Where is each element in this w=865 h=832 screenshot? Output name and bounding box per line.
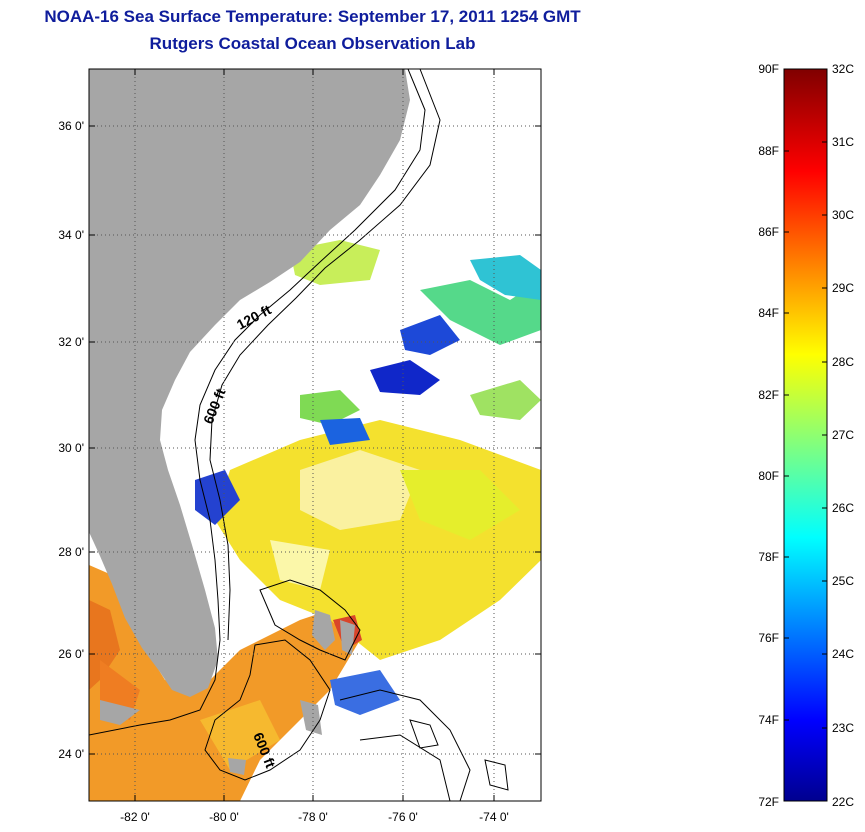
cb-label-32c: 32C [832,62,854,76]
cb-label-24c: 24C [832,647,854,661]
cb-label-80f: 80F [758,469,779,483]
cb-label-90f: 90F [758,62,779,76]
cb-label-88f: 88F [758,144,779,158]
cb-label-29c: 29C [832,281,854,295]
lat-label-28: 28 0' [58,545,84,559]
cb-label-78f: 78F [758,550,779,564]
cb-label-30c: 30C [832,208,854,222]
colorbar-celsius-labels: 32C 31C 30C 29C 28C 27C 26C 25C 24C 23C … [832,62,854,809]
land-islands [100,610,355,775]
latitude-labels: 36 0' 34 0' 32 0' 30 0' 28 0' 26 0' 24 0… [58,119,84,761]
sst-yellow-region [215,420,541,660]
map-panel [89,69,541,801]
lat-label-26: 26 0' [58,647,84,661]
lat-label-36: 36 0' [58,119,84,133]
lat-label-32: 32 0' [58,335,84,349]
cb-label-84f: 84F [758,306,779,320]
sst-warm-region [89,565,360,801]
bathymetry-contours [89,69,509,801]
lat-label-34: 34 0' [58,228,84,242]
cb-label-22c: 22C [832,795,854,809]
lat-label-24: 24 0' [58,747,84,761]
cb-label-27c: 27C [832,428,854,442]
colorbar-gradient [783,68,828,802]
colorbar-fahrenheit-labels: 90F 88F 86F 84F 82F 80F 78F 76F 74F 72F [758,62,779,809]
land-mainland [89,69,410,697]
cb-label-72f: 72F [758,795,779,809]
lon-label-76: -76 0' [388,810,418,824]
map-subtitle: Rutgers Coastal Ocean Observation Lab [149,34,476,53]
map-title: NOAA-16 Sea Surface Temperature: Septemb… [44,7,581,26]
colorbar-ticks [784,141,827,729]
cb-label-23c: 23C [832,721,854,735]
lon-label-80: -80 0' [209,810,239,824]
cb-label-74f: 74F [758,713,779,727]
colorbar: 90F 88F 86F 84F 82F 80F 78F 76F 74F 72F … [758,62,854,809]
cb-label-82f: 82F [758,388,779,402]
longitude-labels: -82 0' -80 0' -78 0' -76 0' -74 0' [120,810,509,824]
cb-label-28c: 28C [832,355,854,369]
lon-label-78: -78 0' [298,810,328,824]
lon-label-82: -82 0' [120,810,150,824]
sst-cool-patches [185,240,541,715]
cb-label-25c: 25C [832,574,854,588]
lon-label-74: -74 0' [479,810,509,824]
map-frame [88,68,542,802]
map-ticks [89,69,541,801]
cb-label-31c: 31C [832,135,854,149]
map-grid [89,69,541,801]
cb-label-86f: 86F [758,225,779,239]
cb-label-26c: 26C [832,501,854,515]
lat-label-30: 30 0' [58,441,84,455]
cb-label-76f: 76F [758,631,779,645]
